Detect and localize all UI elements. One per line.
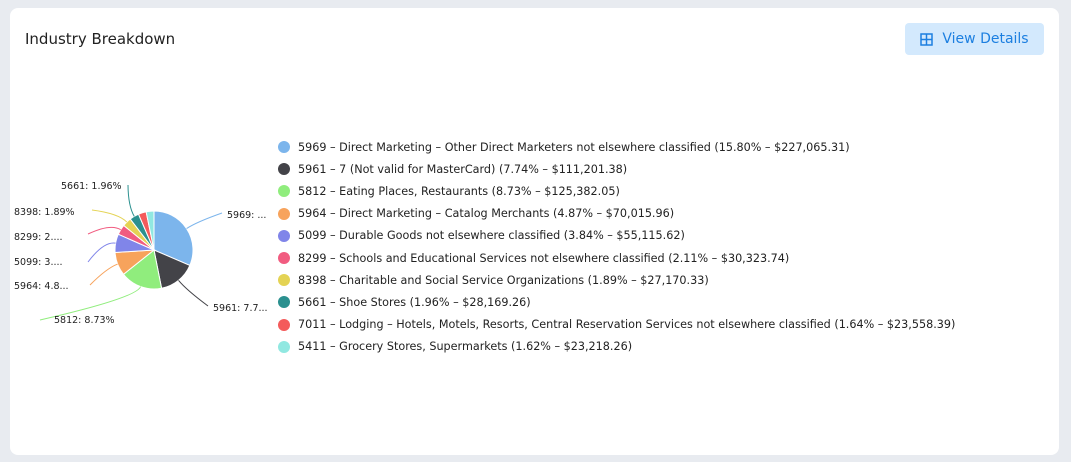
legend-item-7011[interactable]: 7011 – Lodging – Hotels, Motels, Resorts… [278, 314, 955, 336]
data-label-8299: 8299: 2.... [14, 232, 63, 243]
legend-label: 5969 – Direct Marketing – Other Direct M… [298, 140, 850, 154]
legend-marker [278, 185, 290, 198]
data-label-5812: 5812: 8.73% [54, 315, 115, 326]
legend-item-8398[interactable]: 8398 – Charitable and Social Service Org… [278, 269, 955, 291]
pie-slice-5812[interactable] [122, 249, 163, 290]
legend-marker [278, 296, 290, 309]
legend-label: 8299 – Schools and Educational Services … [298, 251, 790, 265]
pie-chart: 5969: ... 5961: 7.7... 5812: 8.73% 5964: 4.… [14, 181, 268, 326]
legend-item-5411[interactable]: 5411 – Grocery Stores, Supermarkets (1.6… [278, 336, 955, 358]
data-label-5964: 5964: 4.8... [14, 281, 69, 292]
leader-line-5812 [39, 286, 142, 321]
leader-line-5964 [89, 263, 118, 286]
view-details-label: View Details [942, 31, 1029, 47]
legend-item-5099[interactable]: 5099 – Durable Goods not elsewhere class… [278, 225, 955, 247]
legend-item-5812[interactable]: 5812 – Eating Places, Restaurants (8.73%… [278, 180, 955, 202]
pie-slice-5411[interactable] [145, 210, 155, 251]
view-details-button[interactable]: View Details [905, 23, 1044, 55]
legend-label: 5411 – Grocery Stores, Supermarkets (1.6… [298, 340, 633, 354]
legend-item-8299[interactable]: 8299 – Schools and Educational Services … [278, 247, 955, 269]
leader-line-5969 [186, 212, 223, 229]
legend-label: 5099 – Durable Goods not elsewhere class… [298, 229, 685, 243]
leader-line-5099 [87, 242, 116, 263]
legend-item-5964[interactable]: 5964 – Direct Marketing – Catalog Mercha… [278, 203, 955, 225]
leader-line-5661 [127, 184, 135, 217]
legend-label: 5961 – 7 (Not valid for MasterCard) (7.7… [298, 162, 628, 176]
data-label-5969: 5969: ... [227, 210, 266, 221]
legend-marker [278, 207, 290, 220]
legend-marker [278, 340, 290, 353]
legend-item-5661[interactable]: 5661 – Shoe Stores (1.96% – $28,169.26) [278, 291, 955, 313]
legend-label: 5661 – Shoe Stores (1.96% – $28,169.26) [298, 295, 531, 309]
table-icon [920, 32, 934, 46]
legend: 5969 – Direct Marketing – Other Direct M… [278, 136, 955, 358]
legend-marker [278, 274, 290, 287]
leader-line-5961 [178, 280, 209, 307]
legend-label: 5812 – Eating Places, Restaurants (8.73%… [298, 184, 620, 198]
legend-item-5961[interactable]: 5961 – 7 (Not valid for MasterCard) (7.7… [278, 158, 955, 180]
legend-marker [278, 318, 290, 331]
legend-label: 7011 – Lodging – Hotels, Motels, Resorts… [298, 318, 956, 332]
legend-item-5969[interactable]: 5969 – Direct Marketing – Other Direct M… [278, 136, 955, 158]
legend-label: 8398 – Charitable and Social Service Org… [298, 273, 709, 287]
data-label-5661: 5661: 1.96% [61, 181, 122, 192]
pie-slice-5969[interactable] [153, 210, 194, 267]
card-title: Industry Breakdown [25, 30, 176, 48]
data-label-5961: 5961: 7.7... [213, 303, 268, 314]
legend-marker [278, 252, 290, 265]
legend-label: 5964 – Direct Marketing – Catalog Mercha… [298, 207, 675, 221]
legend-marker [278, 229, 290, 242]
leader-line-8299 [87, 226, 121, 235]
legend-marker [278, 141, 290, 154]
legend-marker [278, 163, 290, 176]
data-label-5099: 5099: 3.... [14, 257, 63, 268]
leader-line-8398 [91, 209, 128, 223]
data-label-8398: 8398: 1.89% [14, 207, 75, 218]
